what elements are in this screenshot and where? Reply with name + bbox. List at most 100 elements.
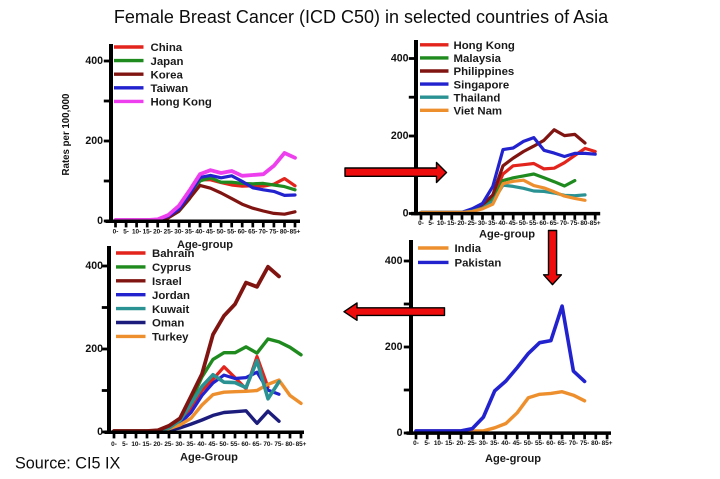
svg-text:10-: 10- (132, 229, 141, 236)
svg-text:75-: 75- (274, 441, 283, 448)
svg-text:55-: 55- (227, 229, 236, 236)
svg-text:Age-group: Age-group (479, 229, 535, 241)
svg-text:80-: 80- (285, 441, 294, 448)
svg-text:5-: 5- (424, 440, 430, 447)
svg-text:65-: 65- (252, 441, 261, 448)
svg-text:45-: 45- (208, 441, 217, 448)
svg-text:15-: 15- (143, 229, 152, 236)
svg-text:Singapore: Singapore (454, 79, 510, 91)
svg-text:Japan: Japan (151, 56, 184, 68)
svg-text:Korea: Korea (151, 69, 184, 81)
svg-text:25-: 25- (164, 229, 173, 236)
svg-text:India: India (455, 243, 482, 255)
svg-text:Oman: Oman (152, 318, 184, 330)
svg-text:40-: 40- (197, 441, 206, 448)
svg-text:Hong Kong: Hong Kong (454, 40, 515, 52)
svg-text:15-: 15- (447, 220, 456, 227)
svg-text:Cyprus: Cyprus (152, 262, 191, 274)
svg-text:70-: 70- (263, 441, 272, 448)
svg-text:200: 200 (85, 135, 103, 147)
svg-text:10-: 10- (437, 220, 446, 227)
svg-text:75-: 75- (570, 220, 579, 227)
svg-text:40-: 40- (498, 220, 507, 227)
svg-text:Taiwan: Taiwan (151, 83, 189, 95)
svg-text:85+: 85+ (602, 440, 613, 447)
svg-text:0-: 0- (111, 441, 117, 448)
svg-text:40-: 40- (501, 440, 510, 447)
svg-text:200: 200 (85, 343, 103, 355)
svg-text:10-: 10- (131, 441, 140, 448)
svg-text:40-: 40- (195, 229, 204, 236)
svg-text:70-: 70- (560, 220, 569, 227)
svg-text:65-: 65- (557, 440, 566, 447)
svg-text:35-: 35- (186, 441, 195, 448)
svg-text:400: 400 (385, 255, 403, 267)
svg-text:Philippines: Philippines (454, 66, 515, 78)
svg-text:30-: 30- (174, 229, 183, 236)
svg-text:Age-Group: Age-Group (180, 452, 238, 464)
svg-text:15-: 15- (142, 441, 151, 448)
svg-text:45-: 45- (513, 440, 522, 447)
svg-text:80-: 80- (280, 229, 289, 236)
svg-text:Rates per 100,000: Rates per 100,000 (61, 94, 72, 176)
svg-text:Kuwait: Kuwait (152, 304, 190, 316)
svg-text:55-: 55- (230, 441, 239, 448)
svg-text:5-: 5- (123, 229, 129, 236)
svg-text:35-: 35- (490, 440, 499, 447)
svg-text:400: 400 (85, 260, 103, 272)
svg-text:Thailand: Thailand (454, 92, 501, 104)
svg-text:45-: 45- (206, 229, 215, 236)
svg-text:70-: 70- (569, 440, 578, 447)
svg-text:25-: 25- (164, 441, 173, 448)
svg-text:60-: 60- (238, 229, 247, 236)
svg-text:85+: 85+ (590, 220, 601, 227)
svg-text:50-: 50- (216, 229, 225, 236)
svg-text:Israel: Israel (152, 276, 182, 288)
svg-text:35-: 35- (185, 229, 194, 236)
svg-text:Jordan: Jordan (152, 290, 190, 302)
svg-text:65-: 65- (550, 220, 559, 227)
svg-text:75-: 75- (580, 440, 589, 447)
svg-text:85+: 85+ (296, 441, 307, 448)
svg-text:30-: 30- (175, 441, 184, 448)
svg-text:Hong Kong: Hong Kong (151, 97, 212, 109)
svg-text:70-: 70- (259, 229, 268, 236)
svg-text:0-: 0- (418, 220, 424, 227)
svg-text:75-: 75- (269, 229, 278, 236)
svg-text:30-: 30- (478, 220, 487, 227)
svg-text:60-: 60- (241, 441, 250, 448)
svg-text:25-: 25- (468, 440, 477, 447)
svg-text:Age-group: Age-group (177, 239, 233, 251)
svg-text:0: 0 (97, 426, 103, 438)
svg-text:65-: 65- (248, 229, 257, 236)
svg-text:Bahrain: Bahrain (152, 248, 194, 260)
svg-text:50-: 50- (524, 440, 533, 447)
svg-text:400: 400 (391, 52, 409, 64)
svg-text:60-: 60- (539, 220, 548, 227)
svg-text:20-: 20- (456, 440, 465, 447)
svg-text:Pakistan: Pakistan (455, 258, 502, 270)
svg-text:35-: 35- (488, 220, 497, 227)
svg-text:55-: 55- (535, 440, 544, 447)
svg-text:Malaysia: Malaysia (454, 53, 502, 65)
svg-text:20-: 20- (457, 220, 466, 227)
svg-text:5-: 5- (122, 441, 128, 448)
svg-text:Age-group: Age-group (485, 453, 541, 465)
svg-text:Viet Nam: Viet Nam (454, 106, 503, 118)
svg-text:0: 0 (397, 427, 403, 439)
svg-text:0: 0 (403, 207, 409, 219)
svg-text:50-: 50- (519, 220, 528, 227)
svg-text:0-: 0- (113, 229, 119, 236)
svg-text:Turkey: Turkey (152, 332, 189, 344)
svg-text:400: 400 (85, 55, 103, 67)
svg-text:10-: 10- (434, 440, 443, 447)
svg-text:85+: 85+ (290, 229, 301, 236)
svg-text:0: 0 (97, 215, 103, 227)
svg-text:45-: 45- (509, 220, 518, 227)
svg-text:Female Breast Cancer (ICD C50): Female Breast Cancer (ICD C50) in select… (114, 7, 609, 27)
svg-text:200: 200 (385, 341, 403, 353)
svg-text:50-: 50- (219, 441, 228, 448)
svg-text:0-: 0- (413, 440, 419, 447)
svg-text:20-: 20- (153, 441, 162, 448)
svg-text:80-: 80- (591, 440, 600, 447)
